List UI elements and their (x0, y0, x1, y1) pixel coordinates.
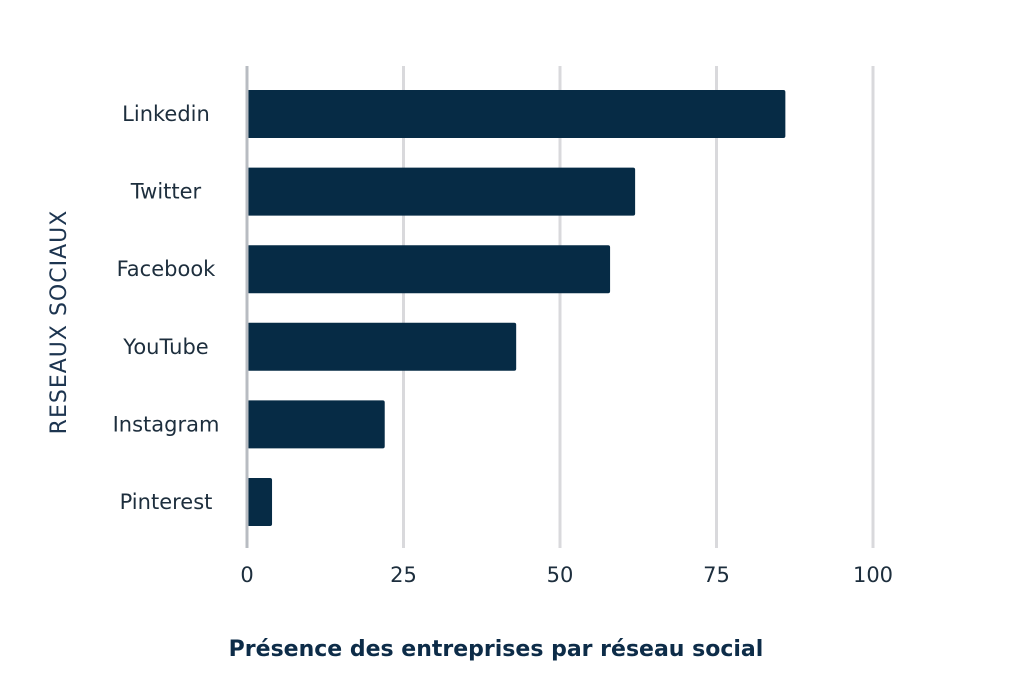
x-tick-label: 75 (703, 563, 730, 587)
x-axis-title: Présence des entreprises par réseau soci… (229, 637, 764, 662)
bar-twitter (247, 167, 636, 216)
bar-facebook (247, 245, 611, 294)
category-labels: Linkedin Twitter Facebook YouTube Instagram P… (113, 102, 220, 514)
gridlines (402, 66, 875, 548)
x-tick-labels: 0 25 50 75 100 (240, 563, 893, 587)
x-tick-label: 100 (853, 563, 893, 587)
category-label-instagram: Instagram (113, 412, 220, 436)
bar-linkedin (247, 90, 786, 138)
bar-pinterest (247, 478, 273, 526)
category-label-linkedin: Linkedin (122, 102, 210, 126)
bar-youtube (247, 322, 517, 371)
category-label-youtube: YouTube (122, 335, 208, 359)
bars (247, 90, 786, 526)
bar-instagram (247, 400, 385, 449)
category-label-pinterest: Pinterest (120, 490, 213, 514)
x-tick-label: 25 (390, 563, 417, 587)
x-tick-label: 50 (547, 563, 574, 587)
category-label-facebook: Facebook (117, 257, 217, 281)
y-axis-title: RESEAUX SOCIAUX (47, 210, 72, 435)
category-label-twitter: Twitter (130, 180, 202, 204)
x-tick-label: 0 (240, 563, 253, 587)
